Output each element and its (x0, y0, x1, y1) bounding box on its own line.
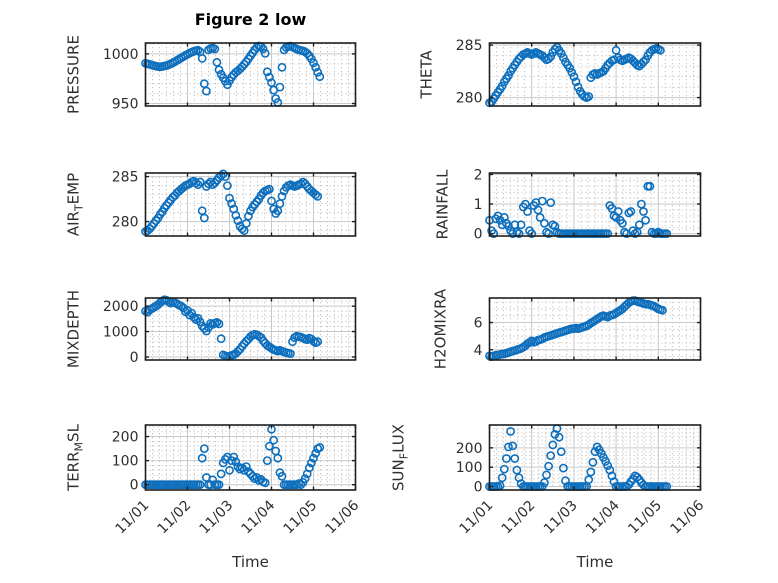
y-axis-label: MIXDEPTH (65, 290, 83, 368)
y-axis-label: RAINFALL (434, 169, 452, 240)
y-tick-label: 0 (130, 478, 139, 494)
y-tick-label: 2 (474, 167, 483, 183)
subplot-rainfall: 0 1 2 RAINFALL (434, 167, 702, 243)
y-tick-label: 100 (112, 454, 139, 470)
x-tick-label: 11/06 (667, 497, 707, 537)
subplot-mixdepth: 0 1000 2000 MIXDEPTH (65, 290, 357, 368)
y-axis-label: AIRTEMP (65, 173, 86, 236)
subplot-air_temp: 280 285 AIRTEMP (65, 169, 357, 237)
x-axis-label: Time (576, 553, 614, 571)
axes-box (488, 42, 702, 107)
subplot-theta: 280 285 THETA (418, 38, 702, 108)
subplot-h2omixra: 4 6 H2OMIXRA (432, 288, 702, 369)
y-axis-label: PRESSURE (65, 35, 83, 114)
x-tick-label: 11/01 (112, 498, 152, 538)
axes-box (488, 297, 702, 361)
figure-title: Figure 2 low (194, 10, 307, 29)
x-tick-label: 11/01 (456, 498, 496, 538)
y-axis-label: H2OMIXRA (432, 288, 450, 369)
tick-marks (488, 425, 702, 490)
tick-marks (144, 173, 357, 236)
tick-marks (144, 298, 357, 360)
x-tick-label: 11/05 (625, 498, 665, 538)
subplot-sun_flux: 0 100 200 SUNFLUX 11/01 11/02 11/03 11/04 11/05 1… (390, 424, 708, 571)
x-tick-label: 11/02 (154, 498, 194, 538)
y-tick-label: 285 (112, 170, 139, 186)
y-tick-label: 0 (130, 350, 139, 366)
scatter-series (141, 424, 325, 490)
x-tick-label: 11/05 (280, 498, 320, 538)
y-tick-label: 285 (456, 38, 483, 54)
y-axis-label: THETA (418, 50, 436, 100)
scatter-series (485, 42, 665, 108)
scatter-series (141, 295, 323, 361)
x-tick-label: 11/06 (322, 497, 362, 537)
scatter-series (485, 181, 672, 238)
y-tick-label: 950 (112, 97, 139, 113)
tick-marks (144, 425, 357, 490)
subplot-terr_msl: 0 100 200 TERRMSL 11/01 11/02 11/03 11/04 11/05 1… (65, 423, 363, 571)
y-tick-label: 0 (474, 480, 483, 496)
scatter-series (141, 41, 325, 107)
y-tick-label: 1 (474, 197, 483, 213)
y-axis-label: TERRMSL (65, 423, 86, 492)
x-tick-label: 11/02 (499, 498, 539, 538)
tick-marks (144, 43, 357, 106)
scatter-series (141, 169, 323, 236)
y-tick-label: 200 (456, 441, 483, 457)
x-tick-label: 11/03 (196, 498, 236, 538)
x-tick-label: 11/04 (583, 497, 623, 537)
y-tick-label: 6 (474, 316, 483, 332)
y-tick-label: 200 (112, 430, 139, 446)
scatter-series (485, 296, 667, 361)
y-tick-label: 1000 (103, 47, 139, 63)
minor-grid (145, 425, 356, 491)
tick-marks (488, 298, 702, 360)
y-tick-label: 4 (474, 343, 483, 359)
x-tick-label: 11/03 (541, 498, 581, 538)
y-axis-label: SUNFLUX (390, 424, 411, 491)
subplot-pressure: 950 1000 PRESSURE (65, 35, 357, 114)
x-axis-label: Time (231, 553, 269, 571)
y-tick-label: 2000 (103, 299, 139, 315)
tick-marks (488, 173, 702, 236)
x-tick-label: 11/04 (238, 497, 278, 537)
axes-box (144, 42, 357, 107)
scatter-series (485, 424, 672, 491)
y-tick-label: 280 (456, 91, 483, 107)
y-tick-label: 1000 (103, 325, 139, 341)
y-tick-label: 100 (456, 460, 483, 476)
axes-box (144, 424, 357, 491)
y-tick-label: 0 (474, 227, 483, 243)
tick-marks (488, 43, 702, 106)
axes-box (488, 424, 702, 491)
axes-box (144, 172, 357, 237)
axes-box (144, 297, 357, 361)
y-tick-label: 280 (112, 215, 139, 231)
